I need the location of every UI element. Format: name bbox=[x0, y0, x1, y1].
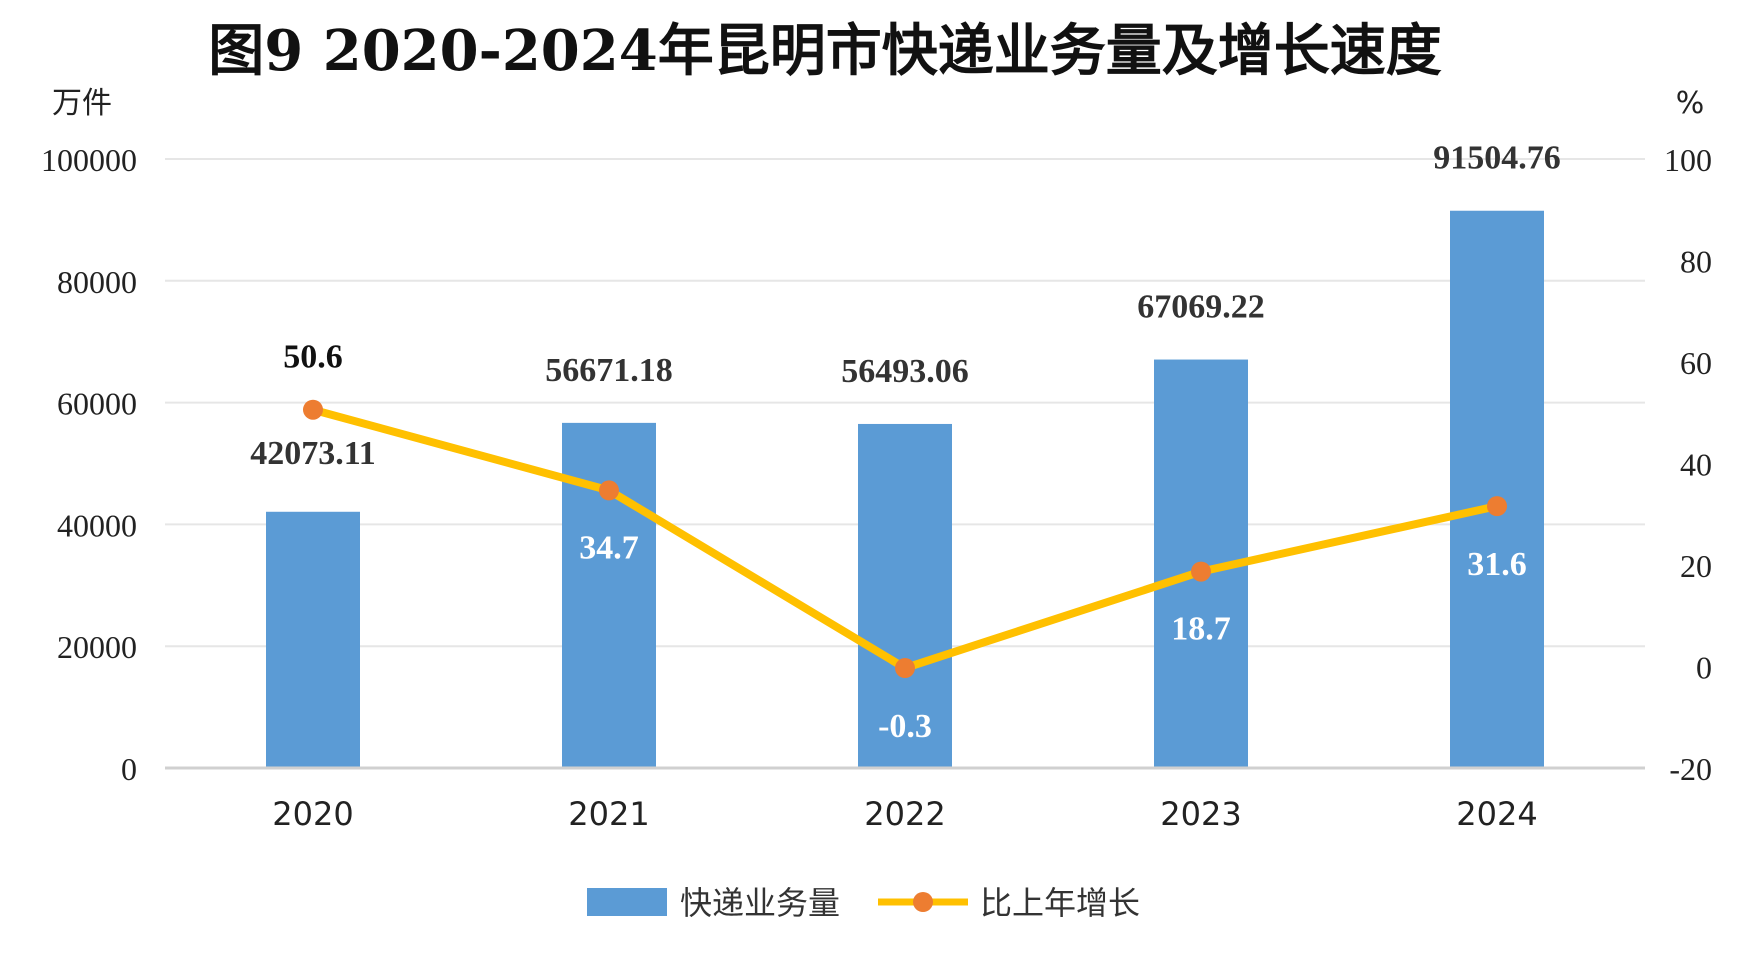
y-right-tick-label: 0 bbox=[1696, 650, 1712, 686]
bar bbox=[1450, 210, 1544, 768]
bar-value-label: 67069.22 bbox=[1137, 289, 1265, 326]
y-right-tick-label: 60 bbox=[1680, 345, 1712, 381]
growth-value-label: -0.3 bbox=[878, 708, 932, 745]
x-tick-label: 2024 bbox=[1456, 795, 1537, 833]
x-tick-label: 2020 bbox=[272, 795, 353, 833]
growth-point bbox=[599, 480, 619, 501]
growth-value-label: 31.6 bbox=[1467, 546, 1527, 583]
growth-point bbox=[1191, 561, 1211, 582]
axes: 0 20000 40000 60000 80000 100000 -20 0 20 40 60 80 1… bbox=[41, 142, 1712, 833]
bar bbox=[266, 511, 360, 768]
x-tick-label: 2021 bbox=[568, 795, 649, 833]
legend-line-marker bbox=[913, 892, 933, 912]
legend: 快递业务量 比上年增长 bbox=[587, 884, 1140, 922]
line-series bbox=[303, 399, 1507, 679]
y-right-tick-label: 20 bbox=[1680, 548, 1712, 584]
bar-value-label: 42073.11 bbox=[250, 435, 376, 472]
chart-title: 图9 2020-2024年昆明市快递业务量及增长速度 bbox=[208, 18, 1441, 84]
growth-point bbox=[895, 658, 915, 679]
x-tick-label: 2023 bbox=[1160, 795, 1241, 833]
y-right-tick-label: -20 bbox=[1669, 751, 1712, 787]
y-left-tick-label: 100000 bbox=[41, 142, 137, 178]
legend-bar-label: 快递业务量 bbox=[680, 884, 840, 922]
legend-bar-swatch bbox=[587, 888, 667, 916]
y-right-tick-label: 40 bbox=[1680, 447, 1712, 483]
y-right-tick-label: 100 bbox=[1664, 142, 1712, 178]
left-axis-unit: 万件 bbox=[52, 86, 112, 121]
growth-value-label: 50.6 bbox=[283, 339, 343, 376]
growth-value-label: 34.7 bbox=[579, 529, 639, 566]
bar bbox=[562, 422, 656, 768]
bar bbox=[858, 423, 952, 768]
bar-value-label: 56493.06 bbox=[841, 353, 969, 390]
y-left-tick-label: 80000 bbox=[57, 264, 137, 300]
growth-point bbox=[303, 399, 323, 420]
data-labels: 42073.11 56671.18 56493.06 67069.22 91504.76… bbox=[250, 140, 1561, 745]
x-tick-label: 2022 bbox=[864, 795, 945, 833]
bar-series bbox=[266, 210, 1544, 768]
y-left-tick-label: 60000 bbox=[57, 386, 137, 422]
y-left-tick-label: 40000 bbox=[57, 507, 137, 543]
bar-value-label: 56671.18 bbox=[545, 352, 673, 389]
y-right-tick-label: 80 bbox=[1680, 244, 1712, 280]
y-left-tick-label: 20000 bbox=[57, 629, 137, 665]
right-axis-unit: % bbox=[1676, 86, 1705, 121]
y-left-tick-label: 0 bbox=[121, 751, 137, 787]
bar-value-label: 91504.76 bbox=[1433, 140, 1561, 177]
legend-line-label: 比上年增长 bbox=[980, 884, 1140, 922]
growth-point bbox=[1487, 496, 1507, 517]
growth-value-label: 18.7 bbox=[1171, 611, 1231, 648]
